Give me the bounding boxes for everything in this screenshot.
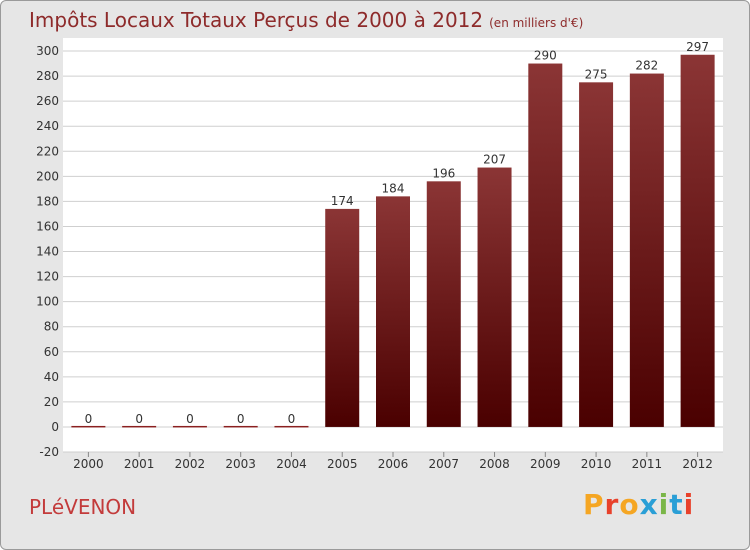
chart-title: Impôts Locaux Totaux Perçus de 2000 à 20… xyxy=(29,8,583,32)
x-tick-label-2003: 2003 xyxy=(225,457,256,471)
x-tick-label-2004: 2004 xyxy=(276,457,307,471)
data-label-2010: 275 xyxy=(585,67,608,81)
proxiti-logo: Proxiti xyxy=(583,488,694,521)
x-tick-label-2000: 2000 xyxy=(73,457,104,471)
bar-2000 xyxy=(71,425,106,428)
title-text: Impôts Locaux Totaux Perçus de 2000 à 20… xyxy=(29,8,484,32)
bar-2002 xyxy=(172,425,207,428)
logo-letter: x xyxy=(639,488,659,521)
data-label-2000: 0 xyxy=(85,412,93,426)
x-tick-label-2002: 2002 xyxy=(175,457,206,471)
bar-2008 xyxy=(477,167,512,427)
logo-letter: t xyxy=(669,488,684,521)
y-tick-label: 120 xyxy=(36,270,59,284)
y-tick-label: 80 xyxy=(44,320,59,334)
title-unit: (en milliers d'€) xyxy=(489,16,584,30)
data-label-2006: 184 xyxy=(382,181,405,195)
bar-2012 xyxy=(680,54,715,427)
x-axis-ticks: 2000 2001 2002 2003 2004 2005 2006 2007 2008 2009… xyxy=(73,452,713,471)
bar-2005 xyxy=(325,208,360,427)
bar-2004 xyxy=(274,425,309,428)
y-tick-label: 260 xyxy=(36,94,59,108)
bars: 0 0 0 0 0 174 184 196 207 290 275 282 297 xyxy=(71,40,715,428)
data-label-2002: 0 xyxy=(186,412,194,426)
y-tick-label: 220 xyxy=(36,144,59,158)
y-axis-ticks: -20 0 20 40 60 80 100 120 140 160 180 200 220 240 260 2… xyxy=(36,44,59,459)
data-label-2003: 0 xyxy=(237,412,245,426)
bar-2006 xyxy=(376,196,410,427)
bar-2010 xyxy=(579,82,614,427)
y-tick-label: 0 xyxy=(51,420,59,434)
y-tick-label: 160 xyxy=(36,219,59,233)
x-tick-label-2010: 2010 xyxy=(581,457,612,471)
bar-2011 xyxy=(629,73,664,427)
y-tick-label: 240 xyxy=(36,119,59,133)
data-label-2008: 207 xyxy=(483,153,506,167)
x-tick-label-2007: 2007 xyxy=(428,457,459,471)
x-tick-label-2012: 2012 xyxy=(682,457,713,471)
y-tick-label: 60 xyxy=(44,345,59,359)
y-tick-label: 280 xyxy=(36,69,59,83)
x-tick-label-2005: 2005 xyxy=(327,457,358,471)
logo-letter: r xyxy=(604,488,620,521)
y-tick-label: 180 xyxy=(36,194,59,208)
logo-letter: P xyxy=(583,488,605,521)
y-tick-label: 200 xyxy=(36,169,59,183)
logo-letter: i xyxy=(683,488,695,521)
y-tick-label: 300 xyxy=(36,44,59,58)
data-label-2001: 0 xyxy=(135,412,143,426)
y-tick-label: 100 xyxy=(36,295,59,309)
x-tick-label-2001: 2001 xyxy=(124,457,155,471)
y-tick-label: 20 xyxy=(44,395,59,409)
bar-2001 xyxy=(122,425,157,428)
commune-name: PLéVENON xyxy=(29,495,137,519)
logo-letter: i xyxy=(658,488,670,521)
bar-2009 xyxy=(528,63,563,427)
y-tick-label: 140 xyxy=(36,245,59,259)
data-label-2012: 297 xyxy=(686,40,709,54)
logo-letter: o xyxy=(619,488,640,521)
x-tick-label-2011: 2011 xyxy=(632,457,663,471)
x-tick-label-2009: 2009 xyxy=(530,457,561,471)
data-label-2009: 290 xyxy=(534,49,557,63)
data-label-2011: 282 xyxy=(635,59,658,73)
x-tick-label-2006: 2006 xyxy=(378,457,409,471)
data-label-2007: 196 xyxy=(432,166,455,180)
bar-2007 xyxy=(426,181,461,427)
data-label-2004: 0 xyxy=(288,412,296,426)
y-tick-label: -20 xyxy=(39,445,59,459)
x-tick-label-2008: 2008 xyxy=(479,457,510,471)
y-tick-label: 40 xyxy=(44,370,59,384)
bar-2003 xyxy=(223,425,258,428)
data-label-2005: 174 xyxy=(331,194,354,208)
